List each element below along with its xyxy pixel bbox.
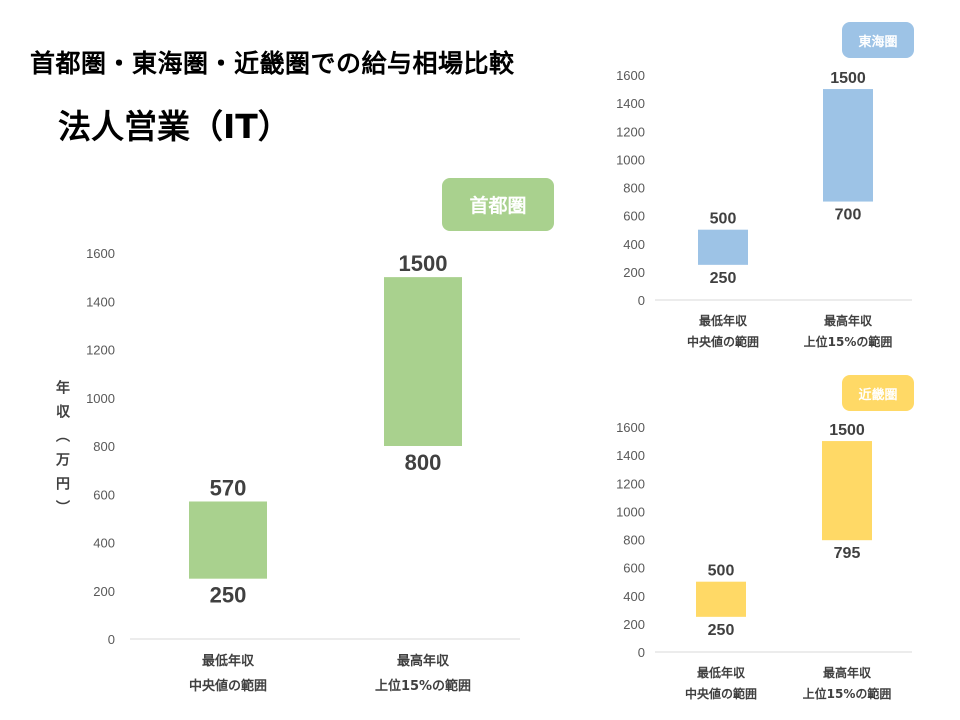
y-tick-label: 800 — [93, 439, 115, 454]
y-tick-label: 1400 — [616, 448, 645, 463]
region-badge: 近畿圏 — [842, 375, 914, 411]
y-tick-label: 600 — [623, 209, 645, 224]
y-tick-label: 0 — [108, 632, 115, 647]
y-tick-label: 1000 — [616, 504, 645, 519]
data-label-min: 250 — [710, 270, 737, 287]
y-tick-label: 1200 — [616, 124, 645, 139]
y-tick-label: 800 — [623, 533, 645, 548]
range-bar — [698, 229, 748, 265]
category-label: 中央値の範囲 — [685, 686, 757, 701]
y-axis-label: 年収（万円） — [54, 380, 70, 524]
category-label: 中央値の範囲 — [687, 334, 759, 349]
category-label: 最低年収 — [699, 313, 748, 328]
y-tick-label: 1600 — [616, 420, 645, 435]
y-tick-label: 1400 — [616, 96, 645, 111]
y-tick-label: 0 — [638, 293, 645, 308]
range-bar — [696, 581, 746, 617]
y-tick-label: 400 — [93, 536, 115, 551]
data-label-max: 570 — [210, 475, 247, 500]
data-label-min: 795 — [834, 545, 861, 562]
y-tick-label: 200 — [93, 584, 115, 599]
category-label: 最低年収 — [697, 665, 746, 680]
category-label: 上位15%の範囲 — [375, 678, 471, 694]
range-bar — [384, 277, 462, 446]
y-tick-label: 200 — [623, 265, 645, 280]
data-label-min: 800 — [405, 450, 442, 475]
data-label-min: 700 — [835, 207, 862, 224]
region-badge: 東海圏 — [842, 22, 914, 58]
data-label-max: 1500 — [830, 70, 866, 87]
y-tick-label: 1600 — [616, 68, 645, 83]
data-label-min: 250 — [210, 583, 247, 608]
region-badge: 首都圏 — [442, 178, 554, 231]
category-label: 最高年収 — [397, 653, 450, 669]
data-label-max: 1500 — [829, 422, 865, 439]
y-tick-label: 200 — [623, 617, 645, 632]
category-label: 上位15%の範囲 — [803, 686, 892, 701]
y-tick-label: 400 — [623, 589, 645, 604]
y-tick-label: 600 — [623, 561, 645, 576]
y-tick-label: 400 — [623, 237, 645, 252]
y-tick-label: 1600 — [86, 246, 115, 261]
y-tick-label: 1000 — [86, 391, 115, 406]
category-label: 最低年収 — [202, 653, 255, 669]
category-label: 最高年収 — [823, 665, 872, 680]
data-label-min: 250 — [708, 622, 735, 639]
y-tick-label: 600 — [93, 487, 115, 502]
y-tick-label: 0 — [638, 645, 645, 660]
y-tick-label: 800 — [623, 181, 645, 196]
data-label-max: 500 — [708, 563, 735, 580]
y-tick-label: 1200 — [616, 476, 645, 491]
y-tick-label: 1000 — [616, 152, 645, 167]
range-bar — [189, 501, 267, 579]
page-title: 首都圏・東海圏・近畿圏での給与相場比較 — [30, 49, 515, 78]
y-tick-label: 1200 — [86, 343, 115, 358]
data-label-max: 500 — [710, 211, 737, 228]
category-label: 上位15%の範囲 — [804, 334, 893, 349]
page-subtitle: 法人営業（IT） — [58, 107, 291, 146]
y-tick-label: 1400 — [86, 294, 115, 309]
data-label-max: 1500 — [399, 251, 448, 276]
range-bar — [823, 89, 873, 202]
range-bar — [822, 441, 872, 541]
category-label: 最高年収 — [824, 313, 873, 328]
category-label: 中央値の範囲 — [189, 678, 267, 694]
